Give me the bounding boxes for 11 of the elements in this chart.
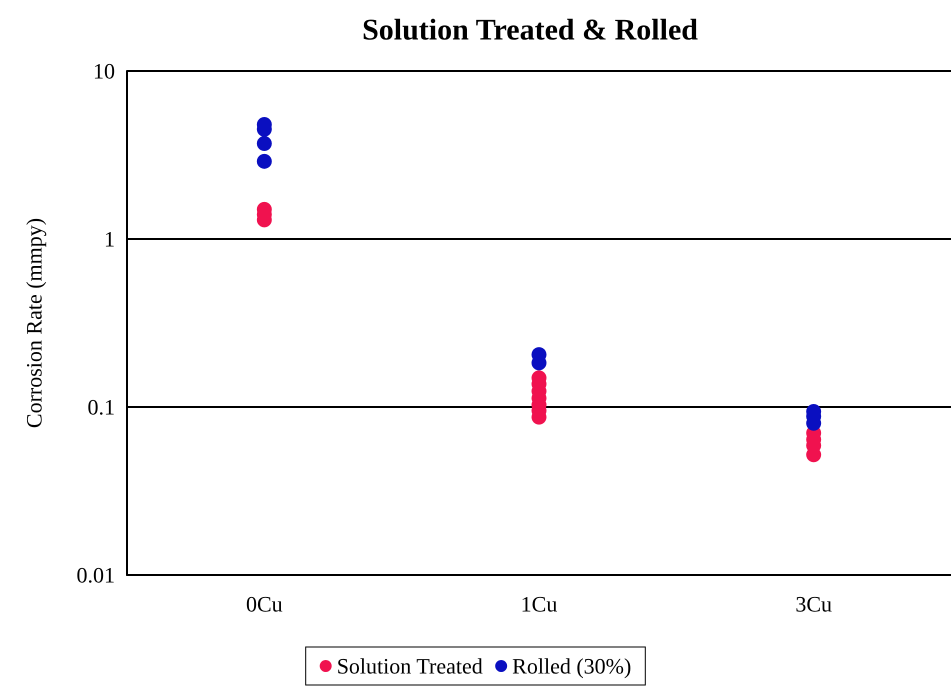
x-tick-label: 1Cu — [520, 592, 558, 616]
y-tick-label: 10 — [93, 58, 115, 84]
y-axis-title: Corrosion Rate (mmpy) — [22, 218, 46, 428]
legend-label: Rolled (30%) — [512, 654, 632, 678]
x-tick-label: 3Cu — [795, 592, 832, 616]
y-tick-label: 0.1 — [88, 394, 115, 420]
legend-label: Solution Treated — [336, 654, 483, 678]
x-tick-label: 0Cu — [246, 592, 283, 616]
y-tick-label: 1 — [104, 226, 115, 252]
chart-title: Solution Treated & Rolled — [362, 14, 698, 46]
y-tick-label: 0.01 — [76, 562, 115, 588]
